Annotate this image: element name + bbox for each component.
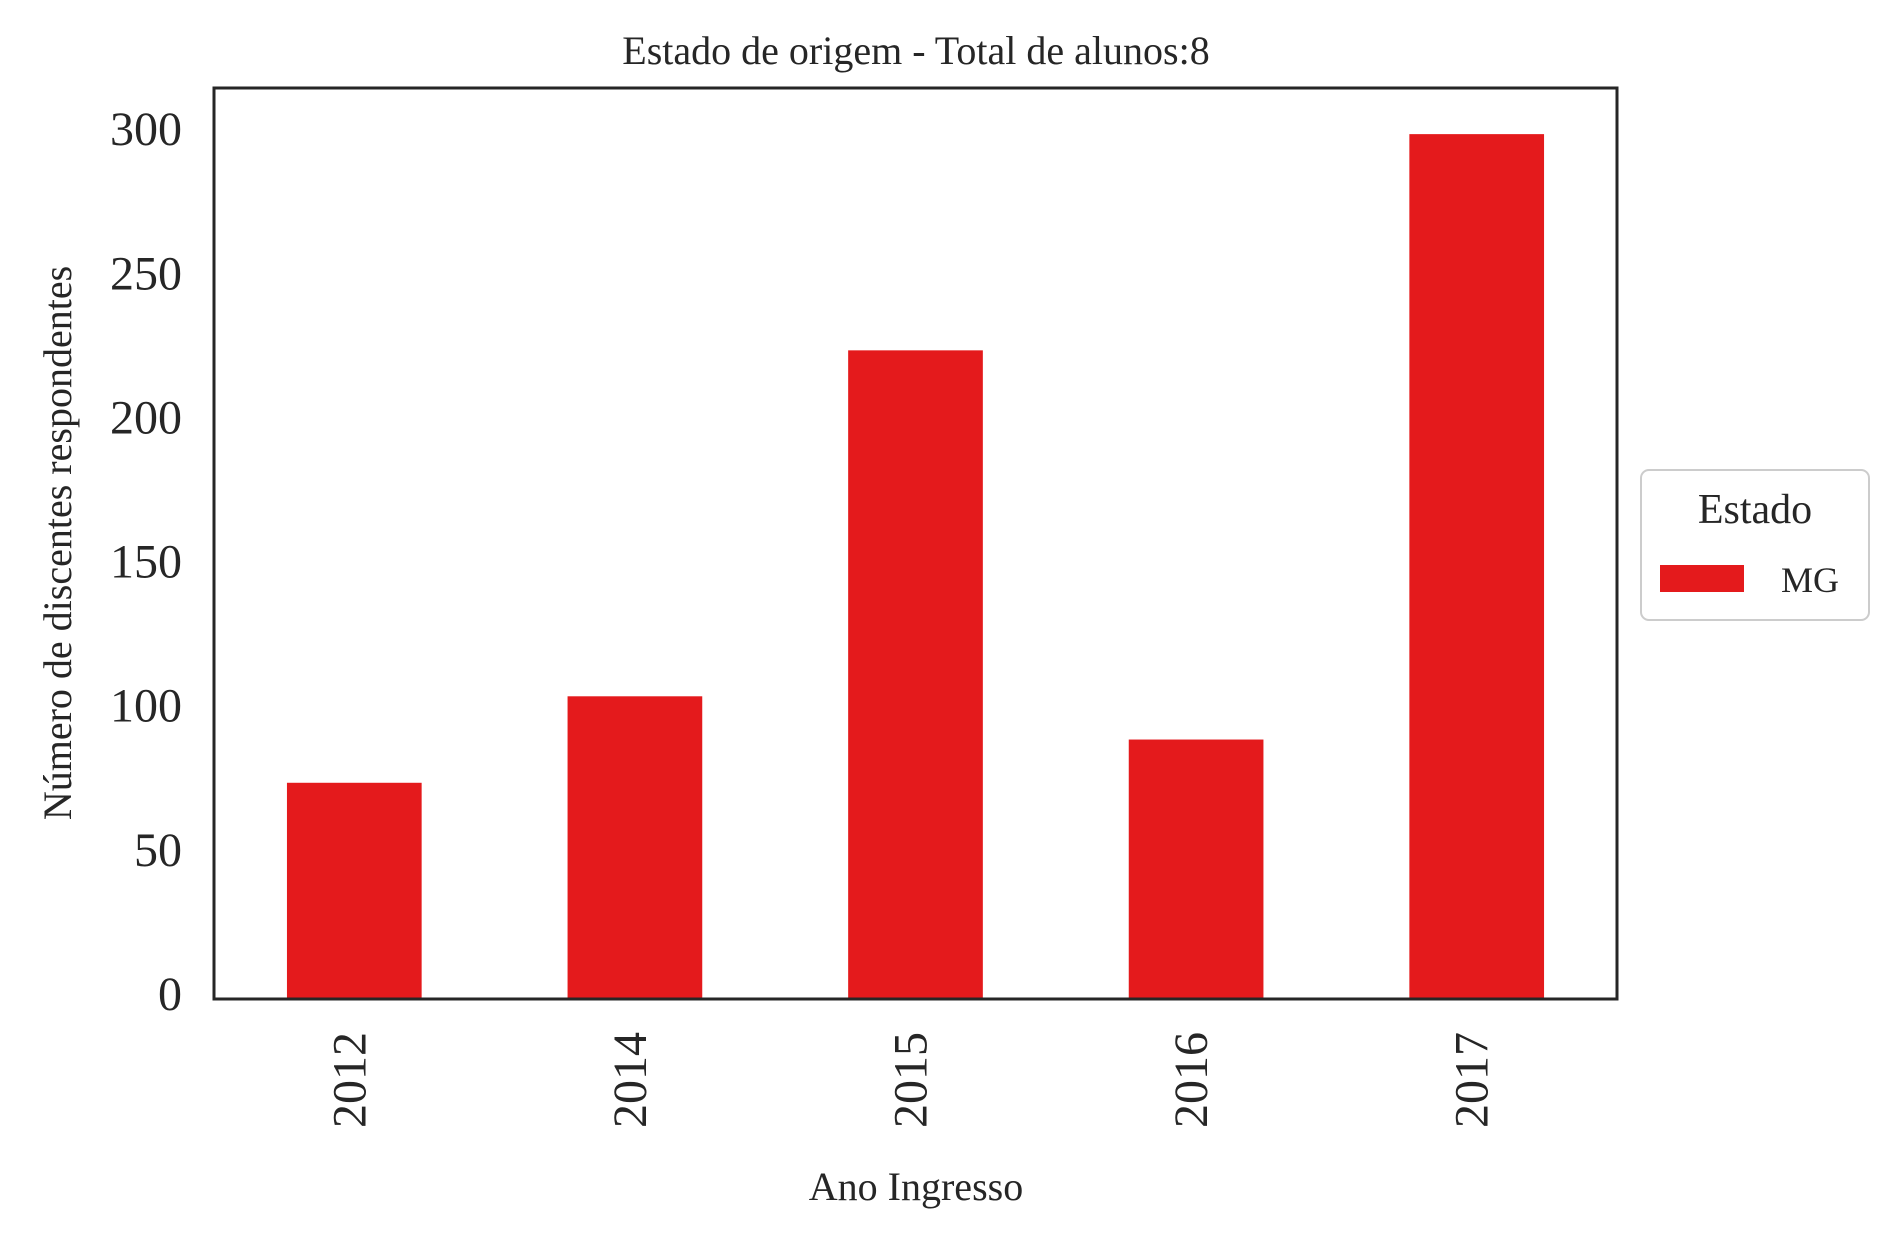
legend: Estado MG <box>1640 469 1870 621</box>
x-tick-label: 2016 <box>1165 1032 1218 1128</box>
chart-title: Estado de origem - Total de alunos:8 <box>622 28 1209 73</box>
x-tick-group: 2017 <box>1446 1032 1499 1128</box>
x-tick-label: 2017 <box>1446 1032 1499 1128</box>
x-tick-group: 2016 <box>1165 1032 1218 1128</box>
y-tick-label: 150 <box>110 536 182 589</box>
x-tick-group: 2014 <box>604 1032 657 1128</box>
legend-swatch-mg <box>1660 565 1744 592</box>
y-tick-label: 0 <box>158 968 182 1021</box>
x-tick-group: 2012 <box>323 1032 376 1128</box>
y-tick-label: 200 <box>110 391 182 444</box>
legend-title: Estado <box>1698 487 1812 533</box>
y-axis-title-group: Número de discentes respondentes <box>35 266 80 820</box>
x-tick-label: 2012 <box>323 1032 376 1128</box>
bar-2015 <box>848 350 983 999</box>
bar-2016 <box>1128 739 1264 999</box>
x-tick-group: 2015 <box>885 1032 938 1128</box>
x-axis-title: Ano Ingresso <box>809 1164 1023 1209</box>
plot-area <box>286 134 1545 999</box>
y-tick-label: 250 <box>110 247 182 300</box>
legend-label-mg: MG <box>1781 560 1839 600</box>
y-tick-label: 300 <box>110 103 182 156</box>
x-tick-label: 2014 <box>604 1032 657 1128</box>
y-tick-label: 50 <box>134 824 182 877</box>
y-axis-title: Número de discentes respondentes <box>35 266 80 820</box>
plot-frame <box>212 86 1619 1001</box>
y-tick-label: 100 <box>110 680 182 733</box>
x-axis-ticks: 2012 2014 2015 2016 2017 <box>323 1032 1498 1128</box>
x-tick-label: 2015 <box>885 1032 938 1128</box>
bar-2012 <box>286 782 422 999</box>
y-axis-ticks: 0 50 100 150 200 250 300 <box>110 103 182 1021</box>
bar-2014 <box>567 696 703 999</box>
bar-2017 <box>1409 134 1545 999</box>
